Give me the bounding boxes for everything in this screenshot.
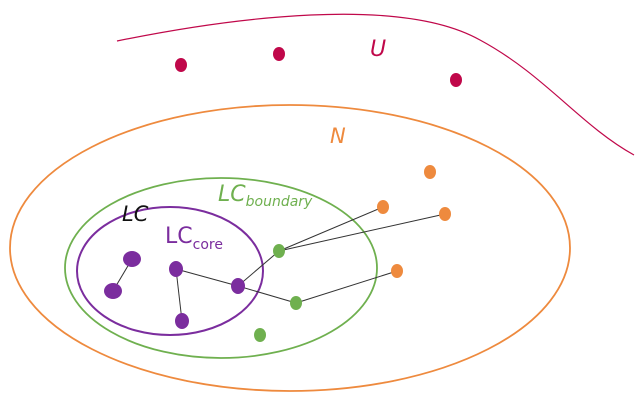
node <box>175 313 189 329</box>
lc-core-label: LCcore <box>165 224 223 253</box>
node <box>450 73 462 87</box>
edges <box>112 206 446 322</box>
neighborhood-ellipse <box>9 104 571 392</box>
node <box>175 58 187 72</box>
edge <box>175 268 239 287</box>
node <box>391 264 403 278</box>
node <box>290 296 302 310</box>
lc-core-label-main: LC <box>165 224 193 249</box>
lc-core-ellipse <box>76 206 264 336</box>
edge <box>295 270 398 304</box>
node <box>123 251 141 267</box>
node <box>104 283 122 299</box>
node <box>254 328 266 342</box>
lc-boundary-label-main: LC <box>218 182 246 207</box>
node <box>231 278 245 294</box>
n-label: N <box>330 124 346 148</box>
edge <box>237 285 297 304</box>
node <box>169 261 183 277</box>
node <box>377 200 389 214</box>
edge <box>278 206 384 252</box>
neighborhood-nodes <box>377 165 451 278</box>
core-nodes <box>104 251 245 329</box>
lc-boundary-label-sub: boundary <box>246 194 313 210</box>
lc-core-label-sub: core <box>193 237 223 253</box>
u-label: U <box>370 37 386 62</box>
node <box>439 207 451 221</box>
boundary-nodes <box>254 244 302 342</box>
lc-label: LC <box>122 202 149 226</box>
universe-curve <box>116 13 635 156</box>
edge <box>237 250 280 287</box>
lc-boundary-label: LCboundary <box>218 182 313 210</box>
node <box>273 47 285 61</box>
edge <box>175 268 183 322</box>
node <box>273 244 285 258</box>
universe-nodes <box>175 47 462 87</box>
node <box>424 165 436 179</box>
lc-boundary-ellipse <box>64 177 378 359</box>
edge <box>278 213 446 252</box>
